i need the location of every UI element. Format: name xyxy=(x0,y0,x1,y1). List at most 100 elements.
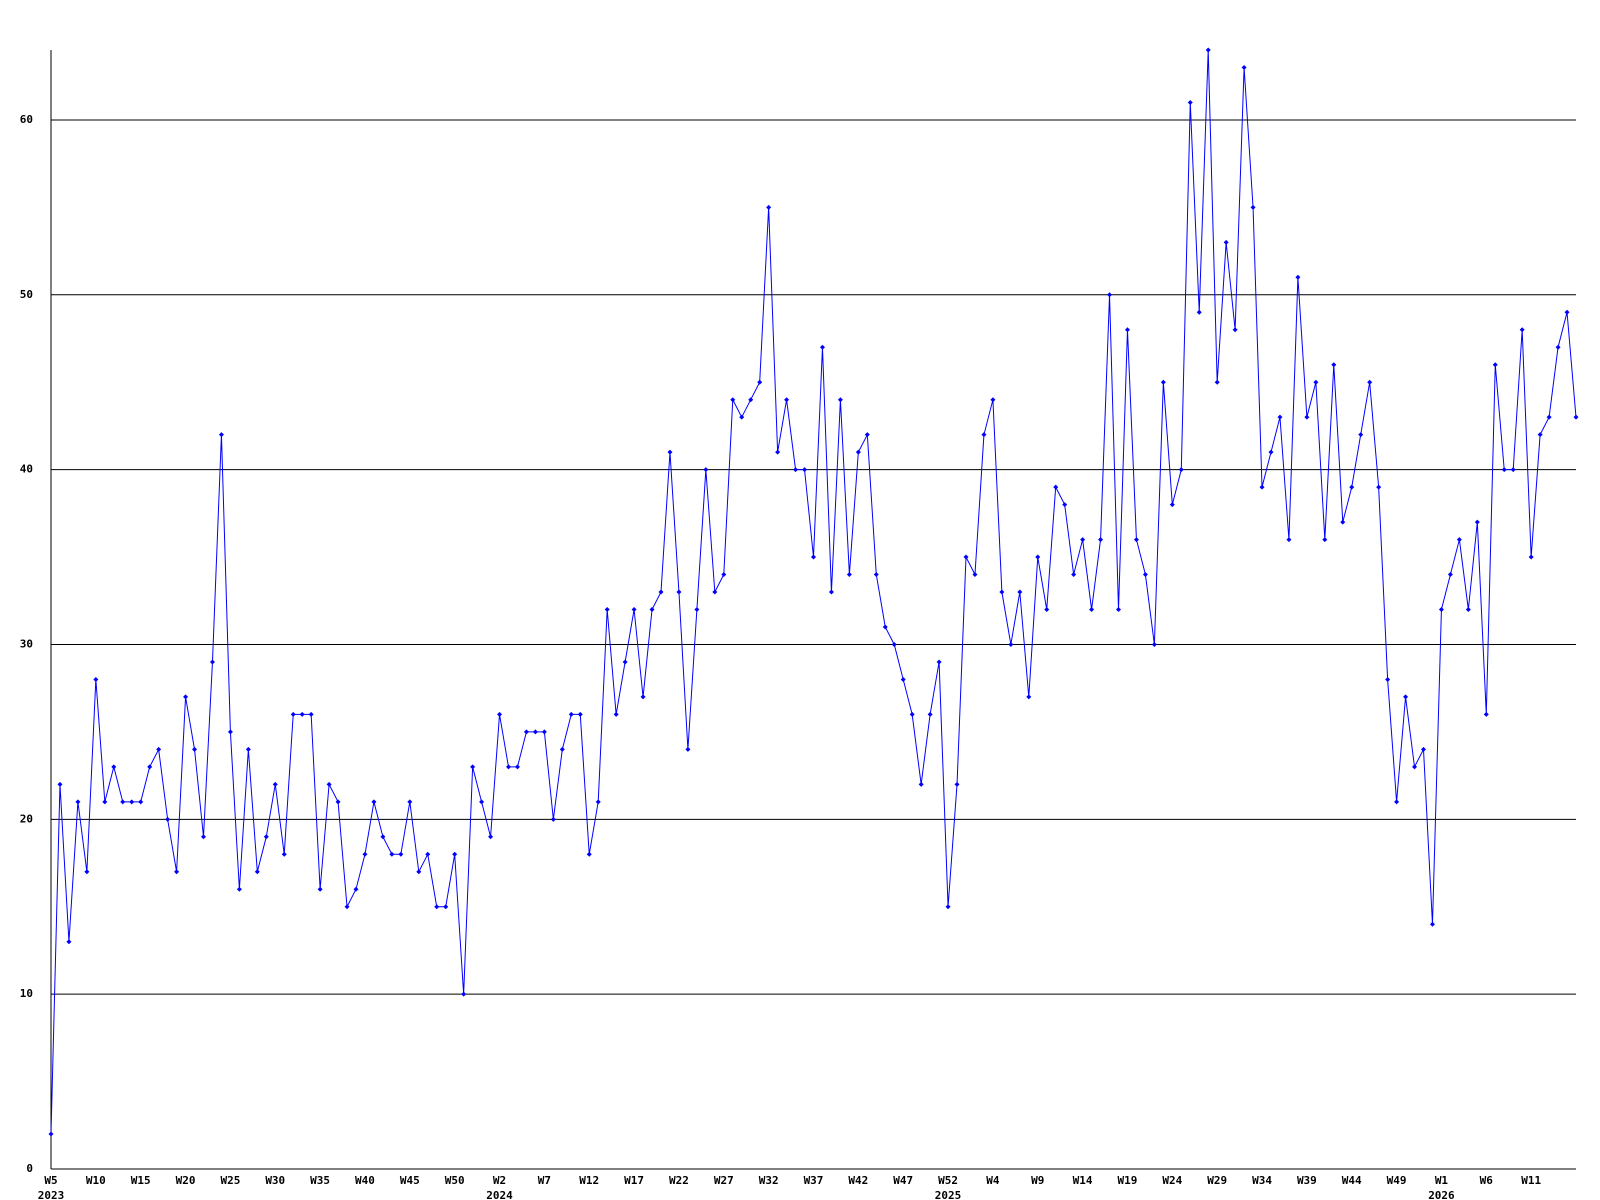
data-point xyxy=(721,572,727,578)
data-point xyxy=(497,711,503,717)
x-tick-label: W9 xyxy=(1031,1174,1044,1187)
data-line xyxy=(50,49,1577,1135)
data-point xyxy=(846,572,852,578)
y-tick-label: 10 xyxy=(20,987,33,1000)
data-point xyxy=(1573,414,1579,420)
data-point xyxy=(102,799,108,805)
x-tick-label: W44 xyxy=(1342,1174,1362,1187)
data-point xyxy=(739,414,745,420)
data-point xyxy=(927,711,933,717)
x-tick-label: W24 xyxy=(1162,1174,1182,1187)
data-point xyxy=(1187,99,1193,105)
data-point xyxy=(236,886,242,892)
data-point xyxy=(1492,362,1498,368)
data-point xyxy=(1412,764,1418,770)
data-point xyxy=(1421,746,1426,752)
x-tick-label: W30 xyxy=(265,1174,285,1187)
data-point xyxy=(479,799,485,805)
x-tick-label: W5 xyxy=(44,1174,57,1187)
data-point xyxy=(308,711,314,717)
data-point xyxy=(658,589,664,595)
data-point xyxy=(263,834,269,840)
x-tick-label: W35 xyxy=(310,1174,330,1187)
x-tick-label: W37 xyxy=(804,1174,824,1187)
data-point xyxy=(1259,484,1265,490)
data-point xyxy=(649,607,655,612)
data-point xyxy=(290,711,296,717)
x-tick-label: W7 xyxy=(538,1174,551,1187)
x-tick-label: W42 xyxy=(848,1174,868,1187)
data-point xyxy=(1205,47,1211,53)
data-point xyxy=(281,851,287,857)
x-tick-label: W14 xyxy=(1073,1174,1093,1187)
data-point xyxy=(757,379,763,385)
data-point xyxy=(371,799,377,805)
data-point xyxy=(900,676,906,682)
data-point xyxy=(416,869,422,875)
data-point xyxy=(1474,519,1480,525)
data-point xyxy=(703,467,709,473)
data-point xyxy=(138,799,144,805)
data-point xyxy=(1510,467,1516,473)
data-point xyxy=(254,869,260,875)
x-tick-label: W40 xyxy=(355,1174,375,1187)
data-point xyxy=(201,834,206,840)
data-point xyxy=(990,397,996,403)
data-point xyxy=(712,589,718,595)
data-point xyxy=(156,746,162,752)
data-point xyxy=(945,904,951,910)
data-point xyxy=(1196,309,1202,315)
data-point xyxy=(1483,711,1489,717)
data-point xyxy=(640,694,646,700)
data-point xyxy=(550,816,556,822)
data-point xyxy=(1286,537,1292,543)
data-point xyxy=(1438,607,1444,612)
data-point xyxy=(1169,502,1175,508)
data-point xyxy=(93,676,99,682)
data-point xyxy=(1124,327,1130,333)
data-point xyxy=(209,659,215,665)
data-point xyxy=(174,869,180,875)
data-point xyxy=(147,764,153,770)
data-point xyxy=(165,816,171,822)
data-point xyxy=(936,659,942,665)
data-point xyxy=(631,607,637,612)
data-point xyxy=(120,799,126,805)
data-point xyxy=(918,781,924,787)
y-tick-label: 40 xyxy=(20,463,33,476)
x-tick-label: W19 xyxy=(1118,1174,1138,1187)
data-point xyxy=(425,851,431,857)
data-point xyxy=(730,397,736,403)
x-tick-label: W29 xyxy=(1207,1174,1227,1187)
data-point xyxy=(1160,379,1166,385)
data-point xyxy=(398,851,404,857)
data-point xyxy=(855,449,861,455)
data-point xyxy=(613,711,619,717)
data-point xyxy=(245,746,251,752)
data-point xyxy=(218,432,224,438)
x-tick-label: W17 xyxy=(624,1174,644,1187)
data-point xyxy=(1223,239,1229,245)
data-point xyxy=(828,589,834,595)
x-tick-label: W50 xyxy=(445,1174,465,1187)
data-point xyxy=(1340,519,1346,525)
year-label: 2025 xyxy=(935,1189,962,1200)
data-point xyxy=(192,746,198,752)
x-tick-label: W47 xyxy=(893,1174,913,1187)
data-point xyxy=(183,694,189,700)
data-point xyxy=(532,729,538,735)
data-point xyxy=(48,1131,54,1137)
x-tick-label: W22 xyxy=(669,1174,689,1187)
data-point xyxy=(1331,362,1337,368)
data-point xyxy=(972,572,978,578)
data-point xyxy=(1178,467,1184,473)
data-point xyxy=(1268,449,1274,455)
data-point xyxy=(1358,432,1364,438)
data-point xyxy=(873,572,879,578)
x-tick-label: W6 xyxy=(1480,1174,1494,1187)
data-point xyxy=(999,589,1005,595)
data-point xyxy=(1107,292,1113,298)
data-point xyxy=(380,834,386,840)
data-point xyxy=(434,904,440,910)
data-point xyxy=(882,624,888,630)
